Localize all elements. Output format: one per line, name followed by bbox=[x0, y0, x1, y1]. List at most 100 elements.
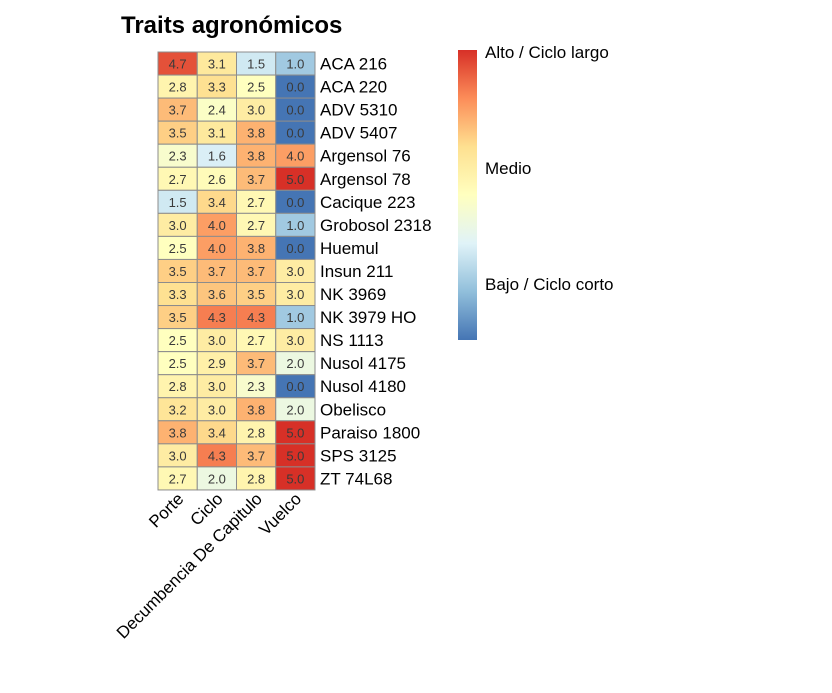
row-label: Obelisco bbox=[320, 400, 386, 419]
cell-value-label: 4.7 bbox=[169, 57, 187, 72]
cell-value-label: 1.0 bbox=[286, 310, 304, 325]
cell-value-label: 2.8 bbox=[247, 471, 265, 486]
cell-value-label: 0.0 bbox=[286, 126, 304, 141]
legend-label: Bajo / Ciclo corto bbox=[485, 275, 614, 294]
row-label: ACA 216 bbox=[320, 55, 387, 74]
cell-value-label: 5.0 bbox=[286, 172, 304, 187]
cell-value-label: 2.0 bbox=[286, 402, 304, 417]
row-label: SPS 3125 bbox=[320, 446, 397, 465]
cell-value-label: 0.0 bbox=[286, 379, 304, 394]
cell-value-label: 1.5 bbox=[247, 57, 265, 72]
cell-value-label: 3.0 bbox=[208, 402, 226, 417]
cell-value-label: 2.3 bbox=[169, 149, 187, 164]
cell-value-label: 2.8 bbox=[169, 80, 187, 95]
cell-value-label: 3.0 bbox=[286, 264, 304, 279]
cell-value-label: 3.1 bbox=[208, 57, 226, 72]
cell-value-label: 2.5 bbox=[169, 356, 187, 371]
cell-value-label: 3.3 bbox=[208, 80, 226, 95]
cell-value-label: 3.0 bbox=[169, 218, 187, 233]
cell-value-label: 3.8 bbox=[247, 402, 265, 417]
cell-value-label: 4.3 bbox=[208, 310, 226, 325]
cell-value-label: 3.5 bbox=[169, 126, 187, 141]
cell-value-label: 0.0 bbox=[286, 80, 304, 95]
cell-value-label: 5.0 bbox=[286, 471, 304, 486]
row-label: ADV 5310 bbox=[320, 101, 398, 120]
row-label: Argensol 78 bbox=[320, 170, 411, 189]
cell-value-label: 3.1 bbox=[208, 126, 226, 141]
cell-value-label: 2.4 bbox=[208, 103, 226, 118]
cell-value-label: 2.7 bbox=[247, 333, 265, 348]
cell-value-label: 3.8 bbox=[247, 149, 265, 164]
row-label: Huemul bbox=[320, 239, 379, 258]
row-label: Insun 211 bbox=[320, 262, 393, 281]
row-label: NK 3979 HO bbox=[320, 308, 416, 327]
cell-value-label: 1.5 bbox=[169, 195, 187, 210]
cell-value-label: 3.0 bbox=[286, 333, 304, 348]
cell-value-label: 3.7 bbox=[247, 172, 265, 187]
cell-value-label: 1.6 bbox=[208, 149, 226, 164]
cell-value-label: 3.7 bbox=[247, 356, 265, 371]
cell-value-label: 0.0 bbox=[286, 195, 304, 210]
cell-value-label: 3.5 bbox=[247, 287, 265, 302]
row-label: Paraiso 1800 bbox=[320, 423, 420, 442]
cell-value-label: 3.8 bbox=[247, 241, 265, 256]
legend-label: Medio bbox=[485, 159, 531, 178]
row-label: ADV 5407 bbox=[320, 124, 398, 143]
cell-value-label: 2.0 bbox=[286, 356, 304, 371]
cell-value-label: 2.7 bbox=[247, 218, 265, 233]
cell-value-label: 3.4 bbox=[208, 195, 226, 210]
cell-value-label: 3.7 bbox=[208, 264, 226, 279]
cell-value-label: 3.0 bbox=[208, 379, 226, 394]
cell-value-label: 3.4 bbox=[208, 425, 226, 440]
chart-title: Traits agronómicos bbox=[121, 12, 343, 39]
cell-value-label: 3.5 bbox=[169, 310, 187, 325]
cell-value-label: 3.7 bbox=[247, 448, 265, 463]
cell-value-label: 2.6 bbox=[208, 172, 226, 187]
column-label: Vuelco bbox=[255, 489, 305, 539]
cell-value-label: 1.0 bbox=[286, 57, 304, 72]
cell-value-label: 2.8 bbox=[169, 379, 187, 394]
cell-value-label: 4.0 bbox=[208, 218, 226, 233]
cell-value-label: 3.8 bbox=[169, 425, 187, 440]
row-labels: ACA 216 ACA 220 ADV 5310 ADV 5407 Argensol 7… bbox=[320, 55, 432, 489]
cell-value-label: 0.0 bbox=[286, 103, 304, 118]
cell-value-label: 3.0 bbox=[169, 448, 187, 463]
row-label: NK 3969 bbox=[320, 285, 386, 304]
cell-value-label: 2.0 bbox=[208, 471, 226, 486]
cell-value-label: 5.0 bbox=[286, 425, 304, 440]
cell-value-label: 2.7 bbox=[247, 195, 265, 210]
cell-value-label: 2.9 bbox=[208, 356, 226, 371]
cell-value-label: 1.0 bbox=[286, 218, 304, 233]
cell-value-label: 4.3 bbox=[247, 310, 265, 325]
cell-value-label: 4.0 bbox=[208, 241, 226, 256]
cell-value-label: 2.5 bbox=[169, 333, 187, 348]
row-label: Cacique 223 bbox=[320, 193, 415, 212]
heatmap-cell bbox=[275, 466, 316, 491]
cell-value-label: 2.5 bbox=[169, 241, 187, 256]
legend-label: Alto / Ciclo largo bbox=[485, 43, 609, 62]
row-label: NS 1113 bbox=[320, 331, 384, 350]
cell-value-label: 3.7 bbox=[169, 103, 187, 118]
cell-value-label: 3.0 bbox=[208, 333, 226, 348]
heatmap-cells: 4.7 3.1 1.5 1.0 2.8 3.3 2.5 0.0 3.7 2.4 3.0 0.0 3.5 3… bbox=[157, 51, 316, 491]
row-label: Argensol 76 bbox=[320, 147, 411, 166]
cell-value-label: 3.0 bbox=[247, 103, 265, 118]
cell-value-label: 3.3 bbox=[169, 287, 187, 302]
cell-value-label: 3.7 bbox=[247, 264, 265, 279]
cell-value-label: 4.0 bbox=[286, 149, 304, 164]
cell-value-label: 3.6 bbox=[208, 287, 226, 302]
column-label: Porte bbox=[145, 489, 187, 531]
cell-value-label: 4.3 bbox=[208, 448, 226, 463]
cell-value-label: 0.0 bbox=[286, 241, 304, 256]
legend-color-bar bbox=[458, 50, 477, 340]
row-label: Nusol 4180 bbox=[320, 377, 406, 396]
cell-value-label: 2.5 bbox=[247, 80, 265, 95]
row-label: Nusol 4175 bbox=[320, 354, 406, 373]
cell-value-label: 3.2 bbox=[169, 402, 187, 417]
cell-value-label: 2.7 bbox=[169, 172, 187, 187]
color-legend: Alto / Ciclo largo Medio Bajo / Ciclo cort… bbox=[458, 43, 614, 340]
cell-value-label: 3.0 bbox=[286, 287, 304, 302]
